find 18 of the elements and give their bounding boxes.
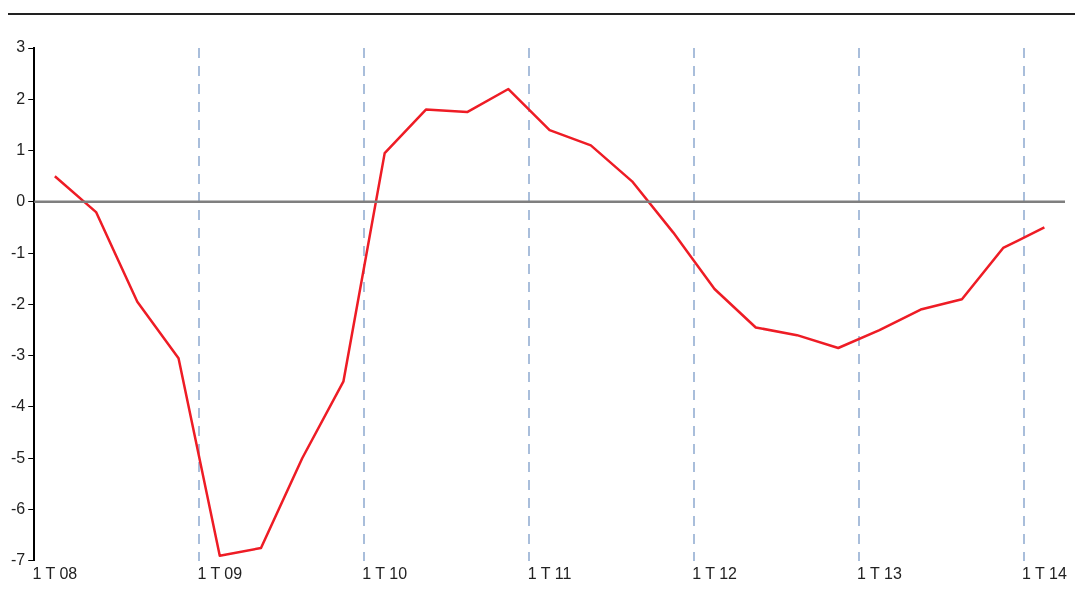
y-tick-label: -3 xyxy=(10,346,26,364)
x-tick-label: 1 T 14 xyxy=(1021,564,1067,582)
y-tick-label: -6 xyxy=(10,499,26,517)
x-tick-label: 1 T 12 xyxy=(692,564,738,582)
y-tick-label: 1 xyxy=(16,140,26,158)
x-tick-label: 1 T 13 xyxy=(857,564,902,582)
x-tick-label: 1 T 10 xyxy=(362,564,408,582)
y-tick-label: 3 xyxy=(16,38,26,56)
y-tick-label: -7 xyxy=(10,551,26,569)
y-tick-label: -5 xyxy=(10,448,26,466)
y-tick-label: -4 xyxy=(10,397,26,415)
y-tick-label: 2 xyxy=(16,89,26,107)
y-tick-label: 0 xyxy=(16,192,26,210)
y-tick-label: -2 xyxy=(10,294,26,312)
y-tick-label: -1 xyxy=(10,243,26,261)
x-tick-label: 1 T 09 xyxy=(197,564,243,582)
x-tick-label: 1 T 11 xyxy=(527,564,572,582)
x-tick-label: 1 T 08 xyxy=(32,564,78,582)
